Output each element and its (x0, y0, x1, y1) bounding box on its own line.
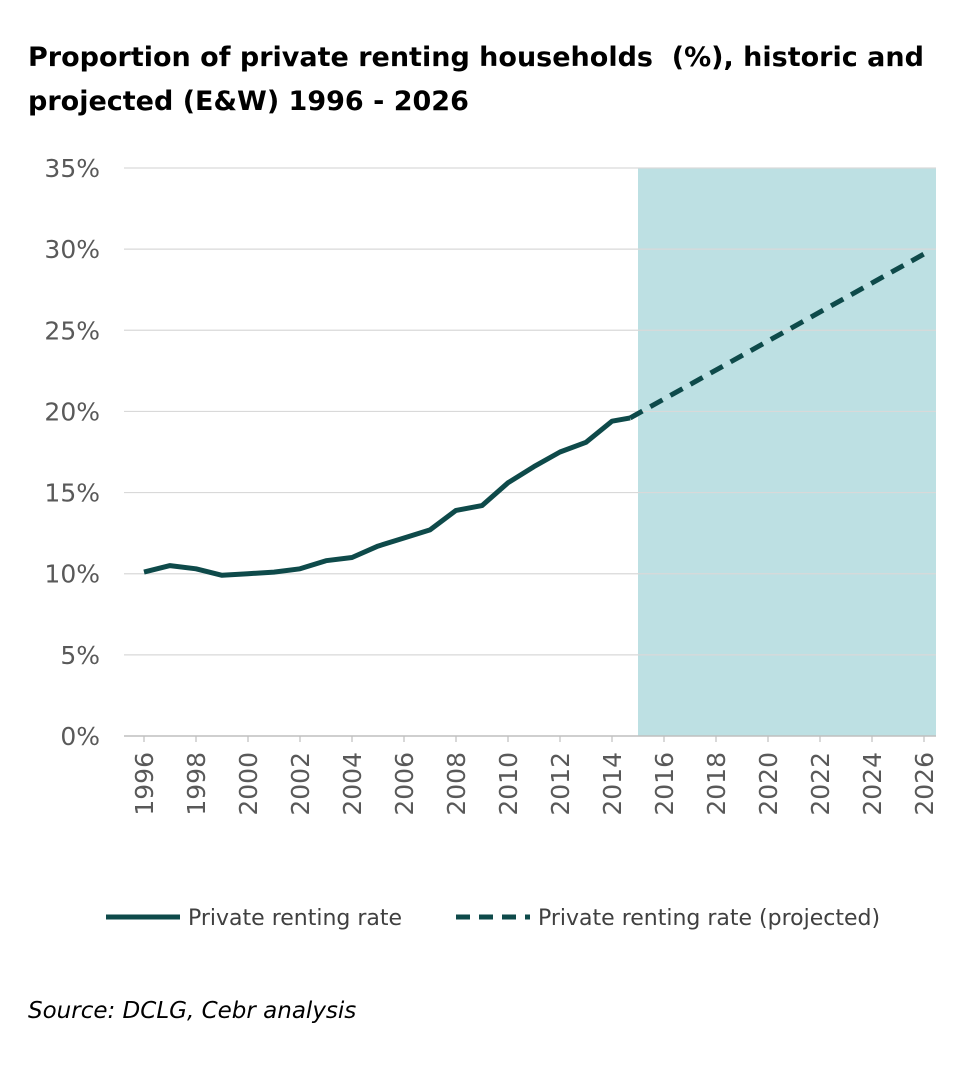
projection-shaded-region (638, 168, 936, 736)
x-tick-label: 2016 (650, 752, 679, 816)
gridlines-layer (124, 167, 936, 737)
x-tick-label: 1996 (130, 752, 159, 816)
y-tick-label: 30% (44, 235, 100, 264)
x-tick-label: 2000 (234, 752, 263, 816)
chart-title: Proportion of private renting households… (28, 36, 928, 124)
y-tick-label: 20% (44, 397, 100, 426)
y-tick-label: 25% (44, 316, 100, 345)
x-tick-label: 2018 (702, 752, 731, 816)
x-tick-label: 2002 (286, 752, 315, 816)
x-tick-label: 2014 (598, 752, 627, 816)
x-tick-label: 2004 (338, 752, 367, 816)
y-tick-label: 15% (44, 479, 100, 508)
legend-label: Private renting rate (188, 906, 402, 931)
y-tick-label: 10% (44, 560, 100, 589)
source-note: Source: DCLG, Cebr analysis (28, 998, 357, 1024)
chart-title-line-1: Proportion of private renting households… (28, 42, 924, 73)
series-line-projected (628, 251, 926, 421)
y-tick-label: 35% (44, 154, 100, 183)
x-tick-label: 2010 (494, 752, 523, 816)
chart-title-line-2: projected (E&W) 1996 - 2026 (28, 86, 469, 117)
y-tick-label: 0% (60, 722, 100, 751)
series-line-historic (143, 415, 631, 578)
x-tick-label: 2006 (390, 752, 419, 816)
legend-label: Private renting rate (projected) (538, 906, 880, 931)
x-tick-label: 2024 (858, 752, 887, 816)
x-tick-label: 2026 (910, 752, 939, 816)
x-tick-label: 2022 (806, 752, 835, 816)
y-tick-label: 5% (60, 641, 100, 670)
x-tick-label: 2020 (754, 752, 783, 816)
series-layer (143, 251, 926, 578)
x-tick-label: 1998 (182, 752, 211, 816)
x-tick-label: 2012 (546, 752, 575, 816)
projection-shading-layer (638, 168, 936, 736)
y-axis-ticks: 0% 5% 10% 15% 20% 25% 30% 35% (44, 154, 100, 751)
legend: Private renting rate Private renting rate… (106, 906, 880, 931)
x-axis-ticks: 1996 1998 2000 2002 2004 2006 2008 2010 2012 2014… (130, 736, 939, 816)
x-tick-label: 2008 (442, 752, 471, 816)
